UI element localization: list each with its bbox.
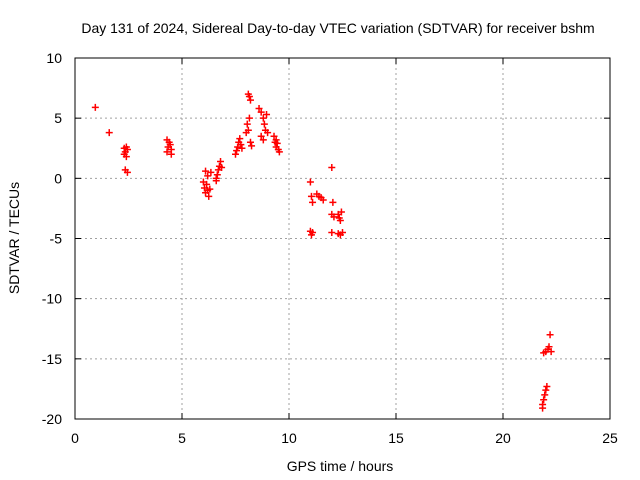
data-point (167, 150, 175, 158)
data-point (246, 96, 254, 104)
data-point (243, 120, 251, 128)
data-point (260, 120, 268, 128)
data-point (259, 136, 267, 144)
data-points (91, 90, 555, 412)
data-point (275, 148, 283, 156)
data-point (123, 168, 131, 176)
data-point (233, 147, 241, 155)
data-point (263, 111, 271, 119)
axis-ticks: 0 5 10 15 20 25 -20 -15 -10 -5 0 5 10 (42, 50, 618, 446)
data-point (217, 157, 225, 165)
data-point (545, 343, 553, 351)
x-tick-label: 20 (495, 430, 511, 446)
data-point (328, 228, 336, 236)
data-point (245, 93, 253, 101)
data-point (257, 108, 265, 116)
x-tick-label: 15 (388, 430, 404, 446)
data-point (245, 114, 253, 122)
data-point (264, 129, 272, 137)
data-point (205, 192, 213, 200)
data-point (330, 213, 338, 221)
data-point (105, 129, 113, 137)
y-tick-label: -5 (50, 231, 63, 247)
x-tick-label: 5 (178, 430, 186, 446)
x-axis-label: GPS time / hours (287, 458, 394, 474)
data-point (319, 196, 327, 204)
data-point (306, 178, 314, 186)
data-point (546, 331, 554, 339)
data-point (257, 132, 265, 140)
data-point (207, 168, 215, 176)
y-tick-label: -20 (42, 411, 62, 427)
data-point (540, 396, 548, 404)
data-point (213, 171, 221, 179)
data-point (539, 404, 547, 412)
plot-frame (74, 57, 611, 420)
data-point (238, 144, 246, 152)
data-point (120, 150, 128, 158)
data-point (309, 198, 317, 206)
data-point (541, 391, 549, 399)
data-point (328, 164, 336, 172)
data-point (329, 198, 337, 206)
data-point (163, 148, 171, 156)
data-point (202, 167, 210, 175)
y-axis-label: SDTVAR / TECUs (6, 182, 22, 294)
data-point (309, 228, 317, 236)
y-tick-label: -15 (42, 351, 62, 367)
data-point (542, 386, 550, 394)
chart-title: Day 131 of 2024, Sidereal Day-to-day VTE… (81, 20, 594, 36)
data-point (242, 129, 250, 137)
data-point (307, 192, 315, 200)
data-point (237, 141, 245, 149)
data-point (248, 142, 256, 150)
data-point (122, 143, 130, 151)
data-point (218, 164, 226, 172)
data-point (543, 383, 551, 391)
data-point (337, 208, 345, 216)
data-point (91, 103, 99, 111)
y-tick-label: 5 (54, 110, 62, 126)
grid (75, 58, 610, 419)
data-point (232, 150, 239, 158)
data-point (547, 348, 555, 356)
data-point (166, 141, 174, 149)
data-point (336, 216, 344, 224)
data-point (246, 138, 254, 146)
data-point (273, 139, 281, 147)
data-point (255, 105, 263, 113)
y-tick-label: -10 (42, 291, 62, 307)
data-point (204, 186, 212, 194)
data-point (272, 136, 280, 144)
data-point (339, 228, 346, 236)
data-point (203, 180, 211, 188)
data-point (270, 132, 278, 140)
data-point (163, 136, 171, 144)
data-point (204, 172, 212, 180)
y-tick-label: 10 (46, 50, 62, 66)
y-tick-label: 0 (54, 170, 62, 186)
x-tick-label: 25 (602, 430, 618, 446)
data-point (259, 114, 267, 122)
x-tick-label: 10 (281, 430, 297, 446)
x-tick-label: 0 (71, 430, 79, 446)
data-point (212, 177, 220, 185)
data-point (236, 135, 244, 143)
